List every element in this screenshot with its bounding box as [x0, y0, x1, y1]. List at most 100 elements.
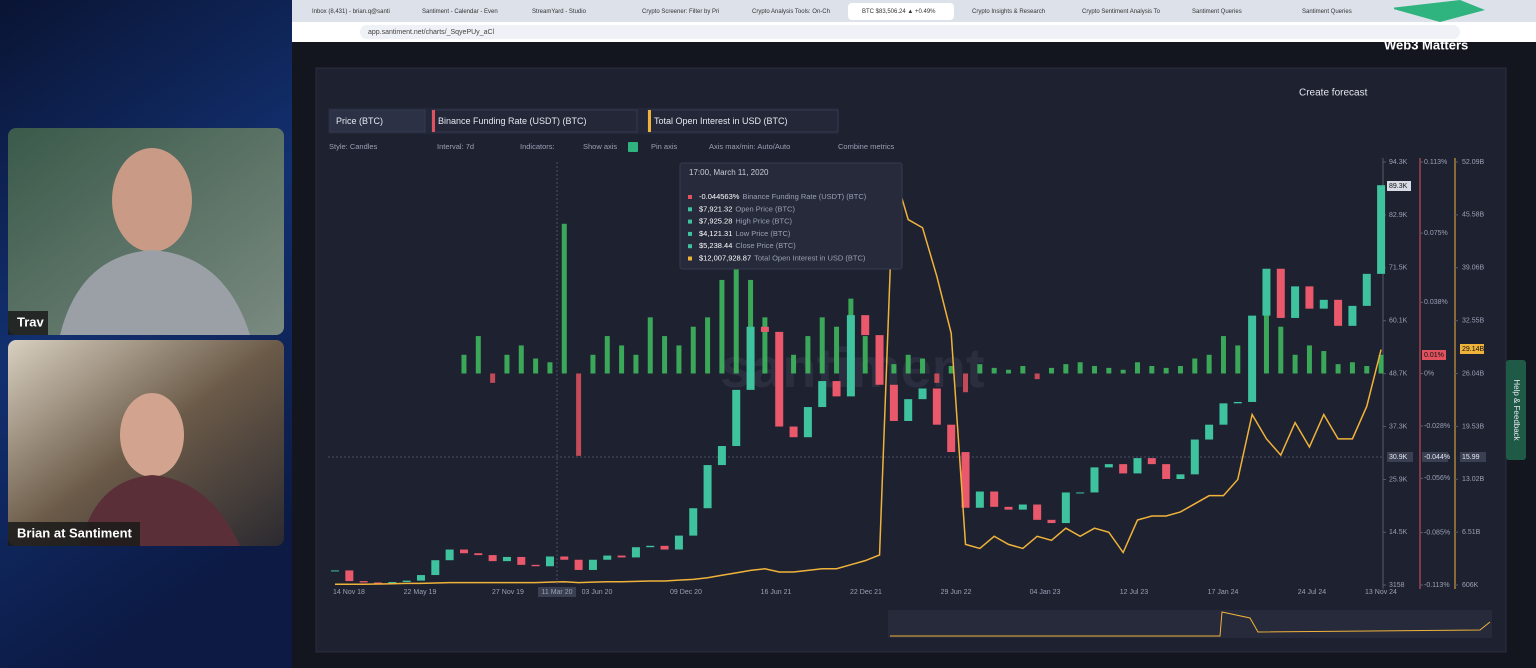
price-candle — [545, 556, 554, 567]
current-value: 0.01% — [1424, 352, 1444, 359]
browser-tab[interactable] — [1288, 3, 1394, 20]
tooltip-label: High Price (BTC) — [735, 217, 792, 226]
chip-color — [648, 110, 651, 132]
price-candle — [474, 553, 483, 556]
price-candle — [631, 547, 640, 558]
tab-title: Santiment - Calendar - Even — [422, 9, 498, 15]
y-tick-label: 48.7K — [1389, 370, 1408, 377]
browser-tab[interactable] — [298, 3, 404, 20]
person — [60, 250, 250, 335]
current-value: 29.14B — [1462, 346, 1485, 353]
person — [112, 148, 192, 252]
y-tick-label: 13.02B — [1462, 476, 1485, 483]
y-tick-label: 71.5K — [1389, 265, 1408, 272]
price-candle — [846, 315, 855, 397]
funding-bar — [1378, 354, 1384, 374]
price-candle — [588, 559, 597, 570]
tooltip-swatch — [688, 219, 692, 224]
x-tick-label: 27 Nov 19 — [492, 589, 524, 596]
price-candle — [402, 580, 411, 583]
price-candle — [646, 545, 655, 548]
x-tick-label: 29 Jun 22 — [941, 589, 972, 596]
browser-tab[interactable] — [1068, 3, 1174, 20]
price-candle — [517, 556, 526, 565]
url-field[interactable] — [360, 25, 1460, 39]
browser-tab[interactable] — [958, 3, 1064, 20]
tooltip-swatch — [688, 256, 692, 261]
tab-title: Crypto Screener: Filter by Pri — [642, 9, 719, 15]
price-candle — [1119, 464, 1128, 474]
x-tick-label: 04 Jan 23 — [1030, 589, 1061, 596]
tooltip-swatch — [688, 231, 692, 236]
tab-title: StreamYard - Studio — [532, 9, 587, 15]
y-tick-label: 45.58B — [1462, 212, 1485, 219]
address: app.santiment.net/charts/_SqyePUy_aCl — [368, 29, 495, 36]
create-forecast: Create forecast — [1299, 88, 1368, 99]
funding-bar — [647, 317, 653, 374]
metric-name: Binance Funding Rate (USDT) (BTC) — [438, 116, 587, 126]
show-axis-checkbox[interactable] — [628, 142, 638, 152]
funding-bar — [1278, 326, 1284, 374]
help-tab[interactable] — [1506, 360, 1526, 460]
x-tick-label: 11 Mar 20 — [542, 589, 573, 596]
navigator-line — [890, 611, 1491, 637]
price-candle — [947, 424, 956, 453]
browser-tab[interactable] — [628, 3, 734, 20]
price-candle — [1090, 467, 1099, 493]
price-candle — [1147, 458, 1156, 465]
y-tick-label: 0.038% — [1424, 299, 1448, 306]
price-candle — [1190, 439, 1199, 475]
metric-chip[interactable] — [329, 109, 426, 133]
tab-title: Santiment Queries — [1302, 9, 1352, 15]
browser-tab[interactable] — [1178, 3, 1284, 20]
tooltip-value: $12,007,928.87 — [699, 253, 751, 262]
funding-bar — [1206, 354, 1212, 374]
webcam-name: Trav — [17, 314, 45, 329]
current-value-tag — [1387, 181, 1411, 191]
funding-bar — [1020, 366, 1026, 374]
name-tag — [8, 522, 140, 546]
name-tag — [8, 311, 48, 335]
funding-bar — [1192, 358, 1198, 374]
browser-tab[interactable] — [848, 3, 954, 20]
price-candle — [932, 388, 941, 425]
y-tick-label: 14.5K — [1389, 529, 1408, 536]
browser-tab[interactable] — [738, 3, 844, 20]
y-tick-label: -0.056% — [1424, 475, 1450, 482]
funding-bar — [676, 345, 682, 374]
price-candle — [1377, 185, 1386, 274]
price-candle — [1233, 401, 1242, 404]
x-tick-label: 24 Jul 24 — [1298, 589, 1327, 596]
price-candle — [732, 389, 741, 447]
price-candle — [889, 384, 898, 421]
funding-bar — [576, 373, 582, 456]
funding-bar — [1220, 336, 1226, 374]
y-tick-label: 37.3K — [1389, 423, 1408, 430]
overlay-logo: Web3 Matters — [1384, 37, 1468, 52]
price-candle — [531, 564, 540, 567]
chart-setting: Pin axis — [651, 142, 678, 151]
price-candle — [388, 582, 397, 584]
tab-title: Santiment Queries — [1192, 9, 1242, 15]
price-candle — [373, 582, 382, 584]
browser-tab[interactable] — [408, 3, 514, 20]
price-candle — [560, 556, 569, 560]
price-candle — [1291, 286, 1300, 318]
funding-bar — [1306, 345, 1312, 374]
price-candle — [331, 570, 339, 572]
x-tick-label: 09 Dec 20 — [670, 589, 702, 596]
funding-bar — [1292, 354, 1298, 374]
chart-setting: Show axis — [583, 142, 617, 151]
chart-setting: Axis max/min: Auto/Auto — [709, 142, 790, 151]
x-tick-label: 22 May 19 — [404, 589, 437, 596]
price-candle — [502, 556, 511, 562]
funding-bar — [490, 373, 496, 383]
price-candle — [617, 555, 626, 558]
price-candle — [861, 315, 870, 336]
price-candle — [1133, 458, 1142, 474]
funding-bar — [733, 223, 739, 374]
logo-shape — [1390, 0, 1485, 22]
browser-tab[interactable] — [518, 3, 624, 20]
price-candle — [1004, 506, 1013, 510]
chart-setting: Indicators: — [520, 142, 555, 151]
